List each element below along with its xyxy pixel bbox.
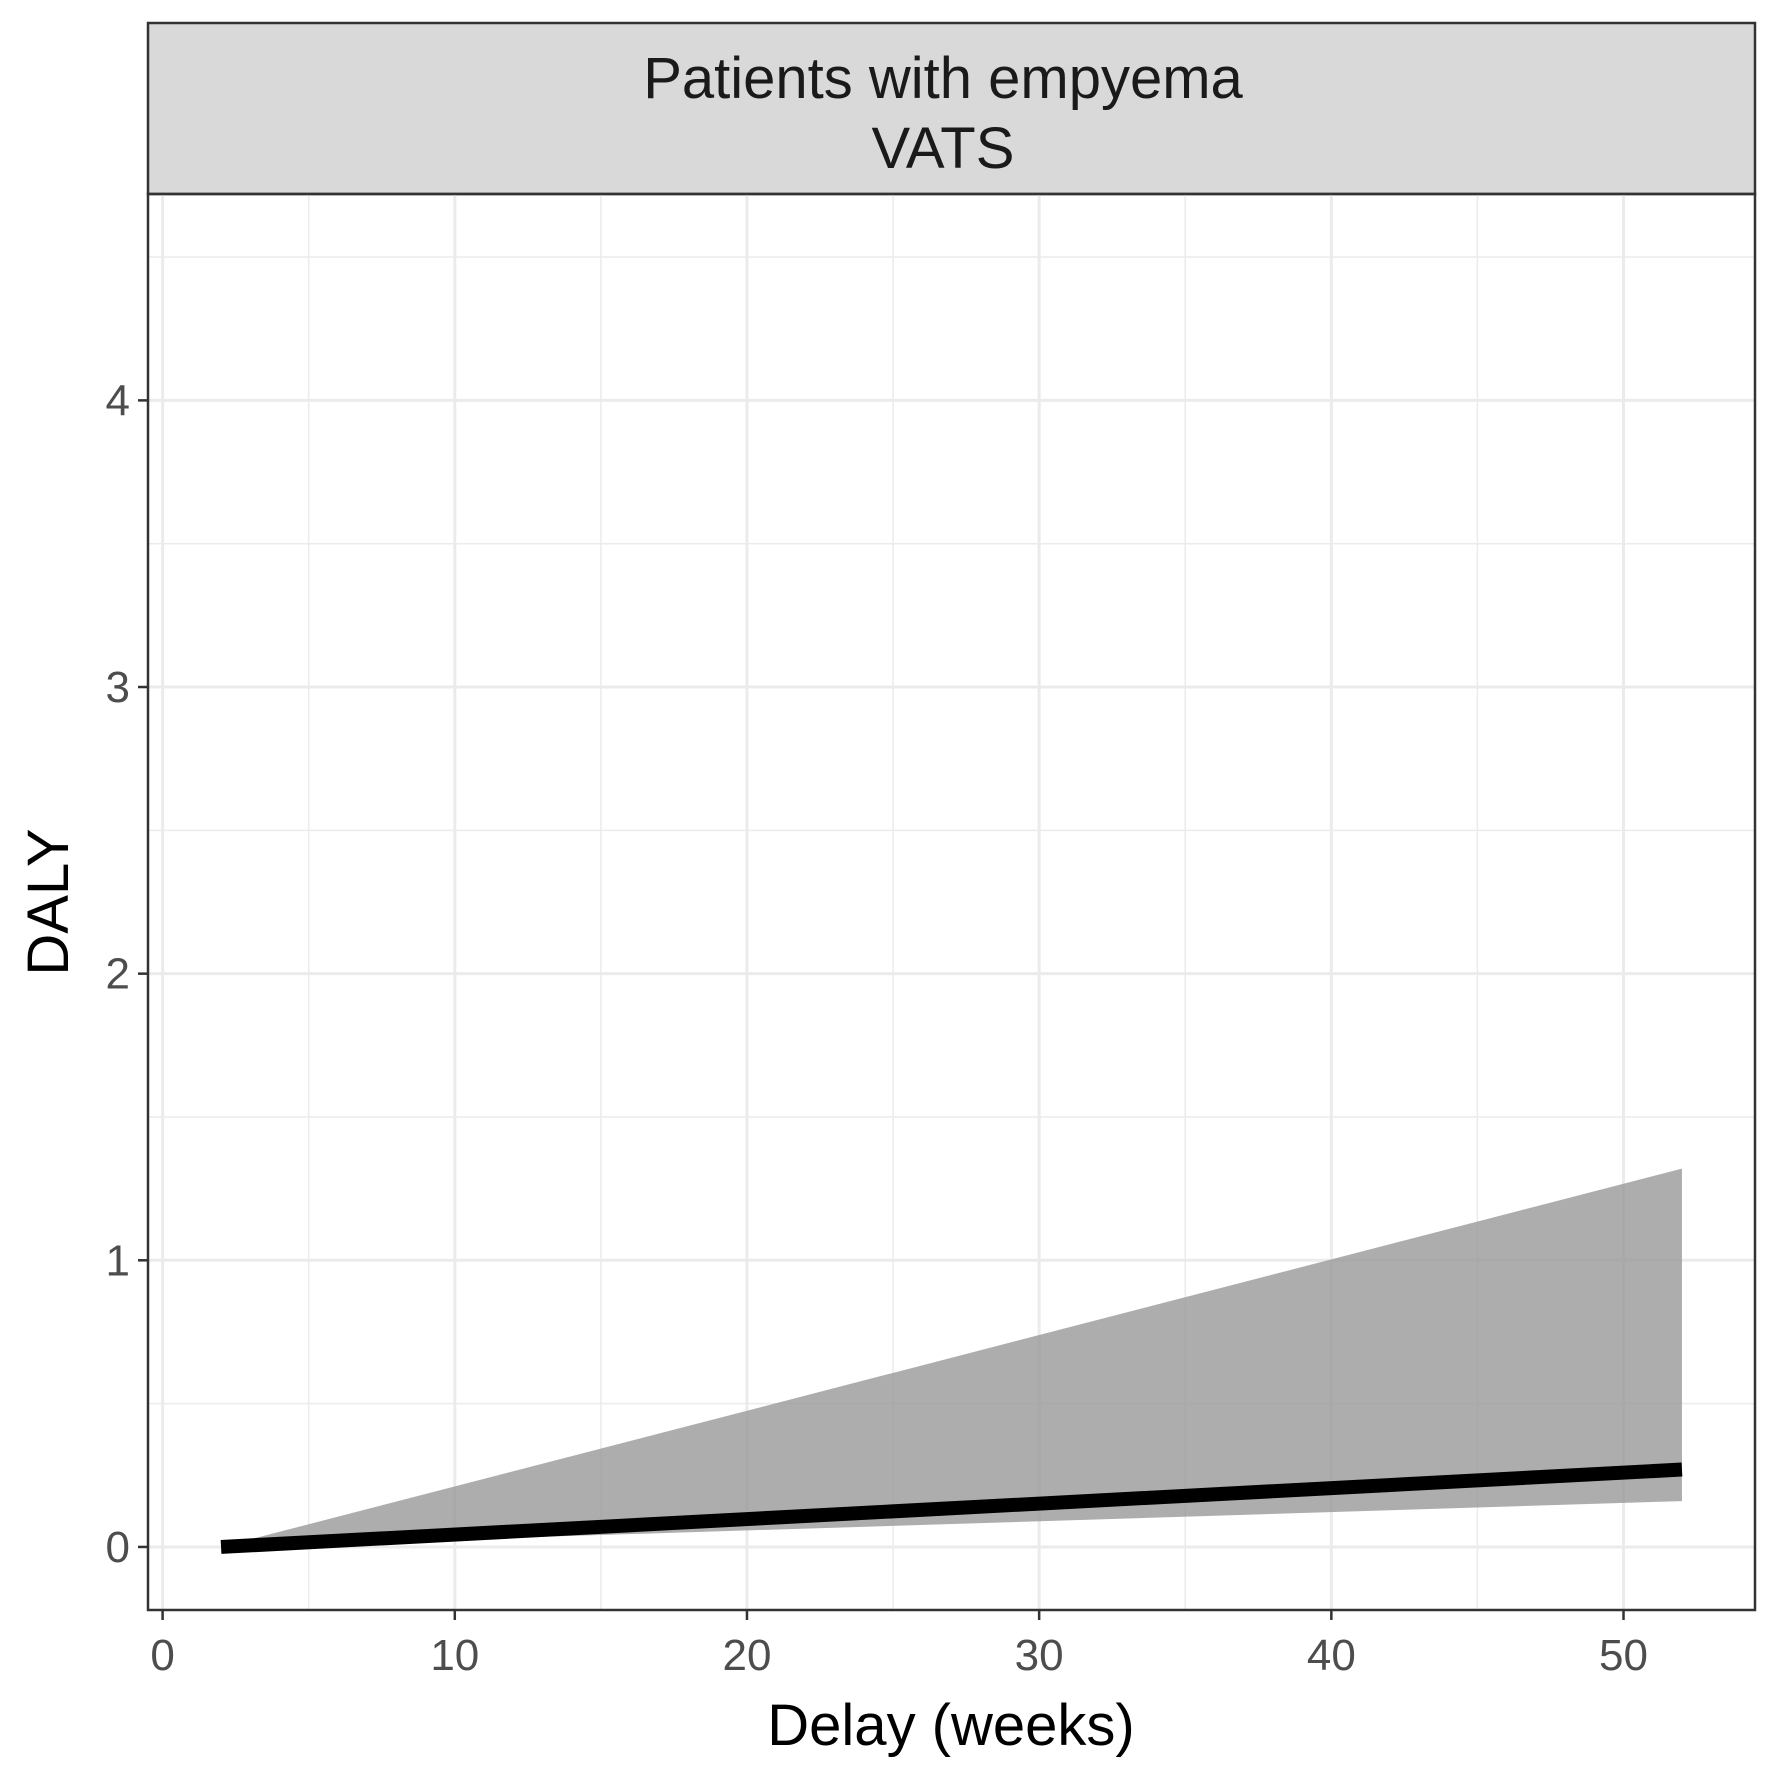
y-tick-label: 1 xyxy=(106,1236,130,1285)
facet-title-line-2: VATS xyxy=(872,116,1015,181)
y-tick-label: 2 xyxy=(106,950,130,999)
y-axis-title: DALY xyxy=(16,828,81,975)
x-tick-label: 0 xyxy=(150,1631,174,1680)
x-tick-label: 50 xyxy=(1599,1631,1648,1680)
x-axis-title: Delay (weeks) xyxy=(767,1693,1134,1758)
facet-strip xyxy=(146,21,1757,196)
confidence-ribbon-group xyxy=(221,1168,1682,1547)
y-tick-label: 4 xyxy=(106,376,130,425)
y-tick-label: 3 xyxy=(106,663,130,712)
x-tick-label: 20 xyxy=(722,1631,771,1680)
series-line xyxy=(220,1462,1683,1554)
y-tick-label: 0 xyxy=(106,1523,130,1572)
x-tick-label: 30 xyxy=(1015,1631,1064,1680)
confidence-ribbon xyxy=(221,1168,1682,1547)
x-tick-label: 10 xyxy=(430,1631,479,1680)
series-line-group xyxy=(220,1462,1683,1554)
y-axis-ticks: 0 1 2 3 4 xyxy=(106,376,148,1572)
facet-title-line-1: Patients with empyema xyxy=(643,46,1243,111)
panel-border xyxy=(146,192,1757,1612)
x-tick-label: 40 xyxy=(1307,1631,1356,1680)
x-axis-ticks: 0 10 20 30 40 50 xyxy=(150,1610,1648,1680)
